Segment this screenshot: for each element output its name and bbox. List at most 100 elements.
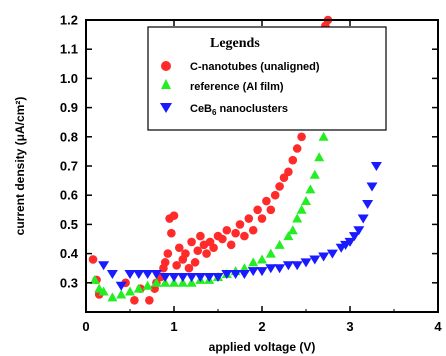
data-point [370,162,382,171]
y-tick-label: 1.1 [60,42,78,57]
data-point [309,255,321,265]
data-point [177,272,189,282]
y-tick-label: 0.7 [60,159,78,174]
y-tick-label: 0.5 [60,217,78,232]
data-point [116,289,127,299]
x-tick-label: 0 [82,319,89,334]
data-point [174,243,184,253]
data-point [282,261,294,271]
data-point [133,283,144,293]
data-point [274,239,285,249]
data-point [362,199,374,209]
legend-label-reference: reference (Al film) [190,81,284,93]
data-point [366,182,378,192]
data-point [209,243,218,253]
x-tick-label: 1 [170,319,177,334]
data-point [314,152,325,162]
x-tick-label: 4 [434,319,442,334]
legend-label-nanotubes: C-nanotubes (unaligned) [190,61,320,73]
data-point [160,277,171,287]
y-tick-label: 1.2 [60,13,78,28]
data-point [305,184,316,194]
legend-title: Legends [210,36,260,51]
data-point [300,258,312,268]
series-marks [88,15,382,305]
data-point [98,286,109,296]
legend-marker-triangle-down [160,103,172,113]
data-point [133,270,145,280]
legend-entry-reference: reference (Al film) [161,79,284,93]
data-point [353,226,365,236]
legend-entry-nanotubes: C-nanotubes (unaligned) [161,61,320,73]
data-point [145,296,154,305]
data-point [238,270,250,280]
data-point [256,267,268,277]
data-point [221,270,233,280]
data-point [230,270,242,280]
legend-label-ceb6-tail: nanoclusters [216,103,288,115]
y-tick-label: 0.6 [60,188,78,203]
series-2 [98,162,382,291]
data-point [265,248,276,258]
legend-label-ceb6: CeB6 nanoclusters [190,103,288,117]
data-point [150,270,162,280]
data-point [348,232,360,242]
data-point [98,261,110,271]
data-point [275,182,284,191]
data-point [203,272,215,282]
data-point [212,272,224,282]
data-point [163,249,173,258]
data-point [248,257,259,267]
y-tick-label: 0.8 [60,129,78,144]
data-point [184,263,194,273]
x-axis-title: applied voltage (V) [209,340,316,354]
data-point [106,270,118,280]
data-point [326,249,338,259]
data-point [301,196,311,206]
legend-label-ceb6-main: CeB [190,103,212,115]
data-point [124,270,136,280]
data-point [115,281,127,291]
data-point [239,263,250,273]
data-point [186,277,197,287]
data-point [262,196,271,206]
legend-label-ceb6-sub: 6 [212,108,217,117]
data-point [265,264,277,274]
legend: Legends C-nanotubes (unaligned) referenc… [147,26,387,131]
data-point [344,237,356,247]
data-point [279,173,289,182]
data-point [187,237,196,247]
data-point [266,205,276,215]
y-tick-label: 0.4 [60,246,79,261]
data-point [107,292,118,302]
data-point [88,255,98,264]
data-point [218,234,227,244]
x-tick-label: 3 [346,319,353,334]
data-point [297,132,306,142]
data-point [194,272,206,282]
data-point [240,231,249,241]
data-point [247,267,259,277]
data-point [309,169,320,179]
data-point [168,272,180,282]
data-point [125,286,135,296]
data-point [318,252,330,262]
data-point [248,225,258,235]
y-tick-label: 0.3 [60,275,78,290]
data-point [181,249,190,258]
data-point [288,155,298,165]
data-point [159,272,171,282]
data-point [357,214,369,224]
data-point [193,246,203,255]
x-tick-label: 2 [258,319,265,334]
legend-box [147,26,387,131]
y-tick-label: 1.0 [60,71,78,86]
legend-marker-triangle-up [161,79,171,89]
axis-ticks: 0 1 2 3 4 0.3 0.4 0.5 0.6 0.7 0.8 0.9 1.0 1.1 1.2 [60,13,442,335]
data-point [296,204,307,214]
data-point [257,214,267,223]
data-point [190,258,200,267]
data-point [292,144,302,153]
data-point [226,240,236,250]
